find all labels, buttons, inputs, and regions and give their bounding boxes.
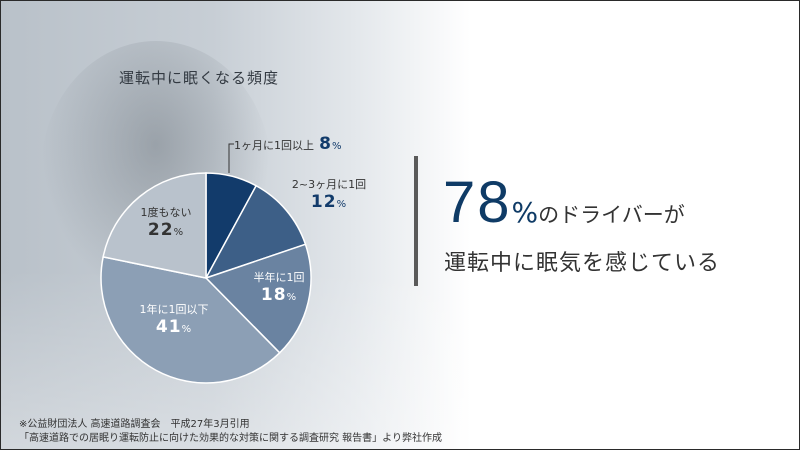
slice-label-1: 1ヶ月に1回以上 8% [234, 134, 343, 154]
source-note-2: 「高速道路での居眠り運転防止に向けた効果的な対策に関する調査研究 報告書」より弊… [19, 433, 442, 444]
pie-slice-3 [204, 243, 312, 354]
slice-label-4: 1年に1回以下 41% [139, 303, 209, 337]
leader-line [228, 143, 234, 173]
headline-unit: % [511, 196, 539, 229]
slice-label-3: 半年に1回 18% [253, 271, 305, 305]
headline-subline: 運転中に眠気を感じている [444, 251, 721, 276]
accent-divider [414, 156, 418, 286]
source-note-1: ※公益財団法人 高速道路調査会 平成27年3月引用 [19, 419, 250, 430]
pie-slice-4 [100, 256, 281, 384]
pie-chart [100, 143, 312, 384]
pie-slice-2 [204, 184, 307, 280]
background-photo [1, 1, 471, 449]
slice-label-2: 2~3ヶ月に1回 12% [291, 178, 367, 212]
headline-number: 78 [443, 170, 512, 235]
chart-title: 運転中に眠くなる頻度 [119, 69, 280, 87]
pie-slice-5 [102, 172, 207, 279]
slice-label-5: 1度もない 22% [140, 206, 192, 240]
headline: 78%のドライバーが [443, 169, 685, 236]
headline-text: のドライバーが [538, 203, 685, 227]
